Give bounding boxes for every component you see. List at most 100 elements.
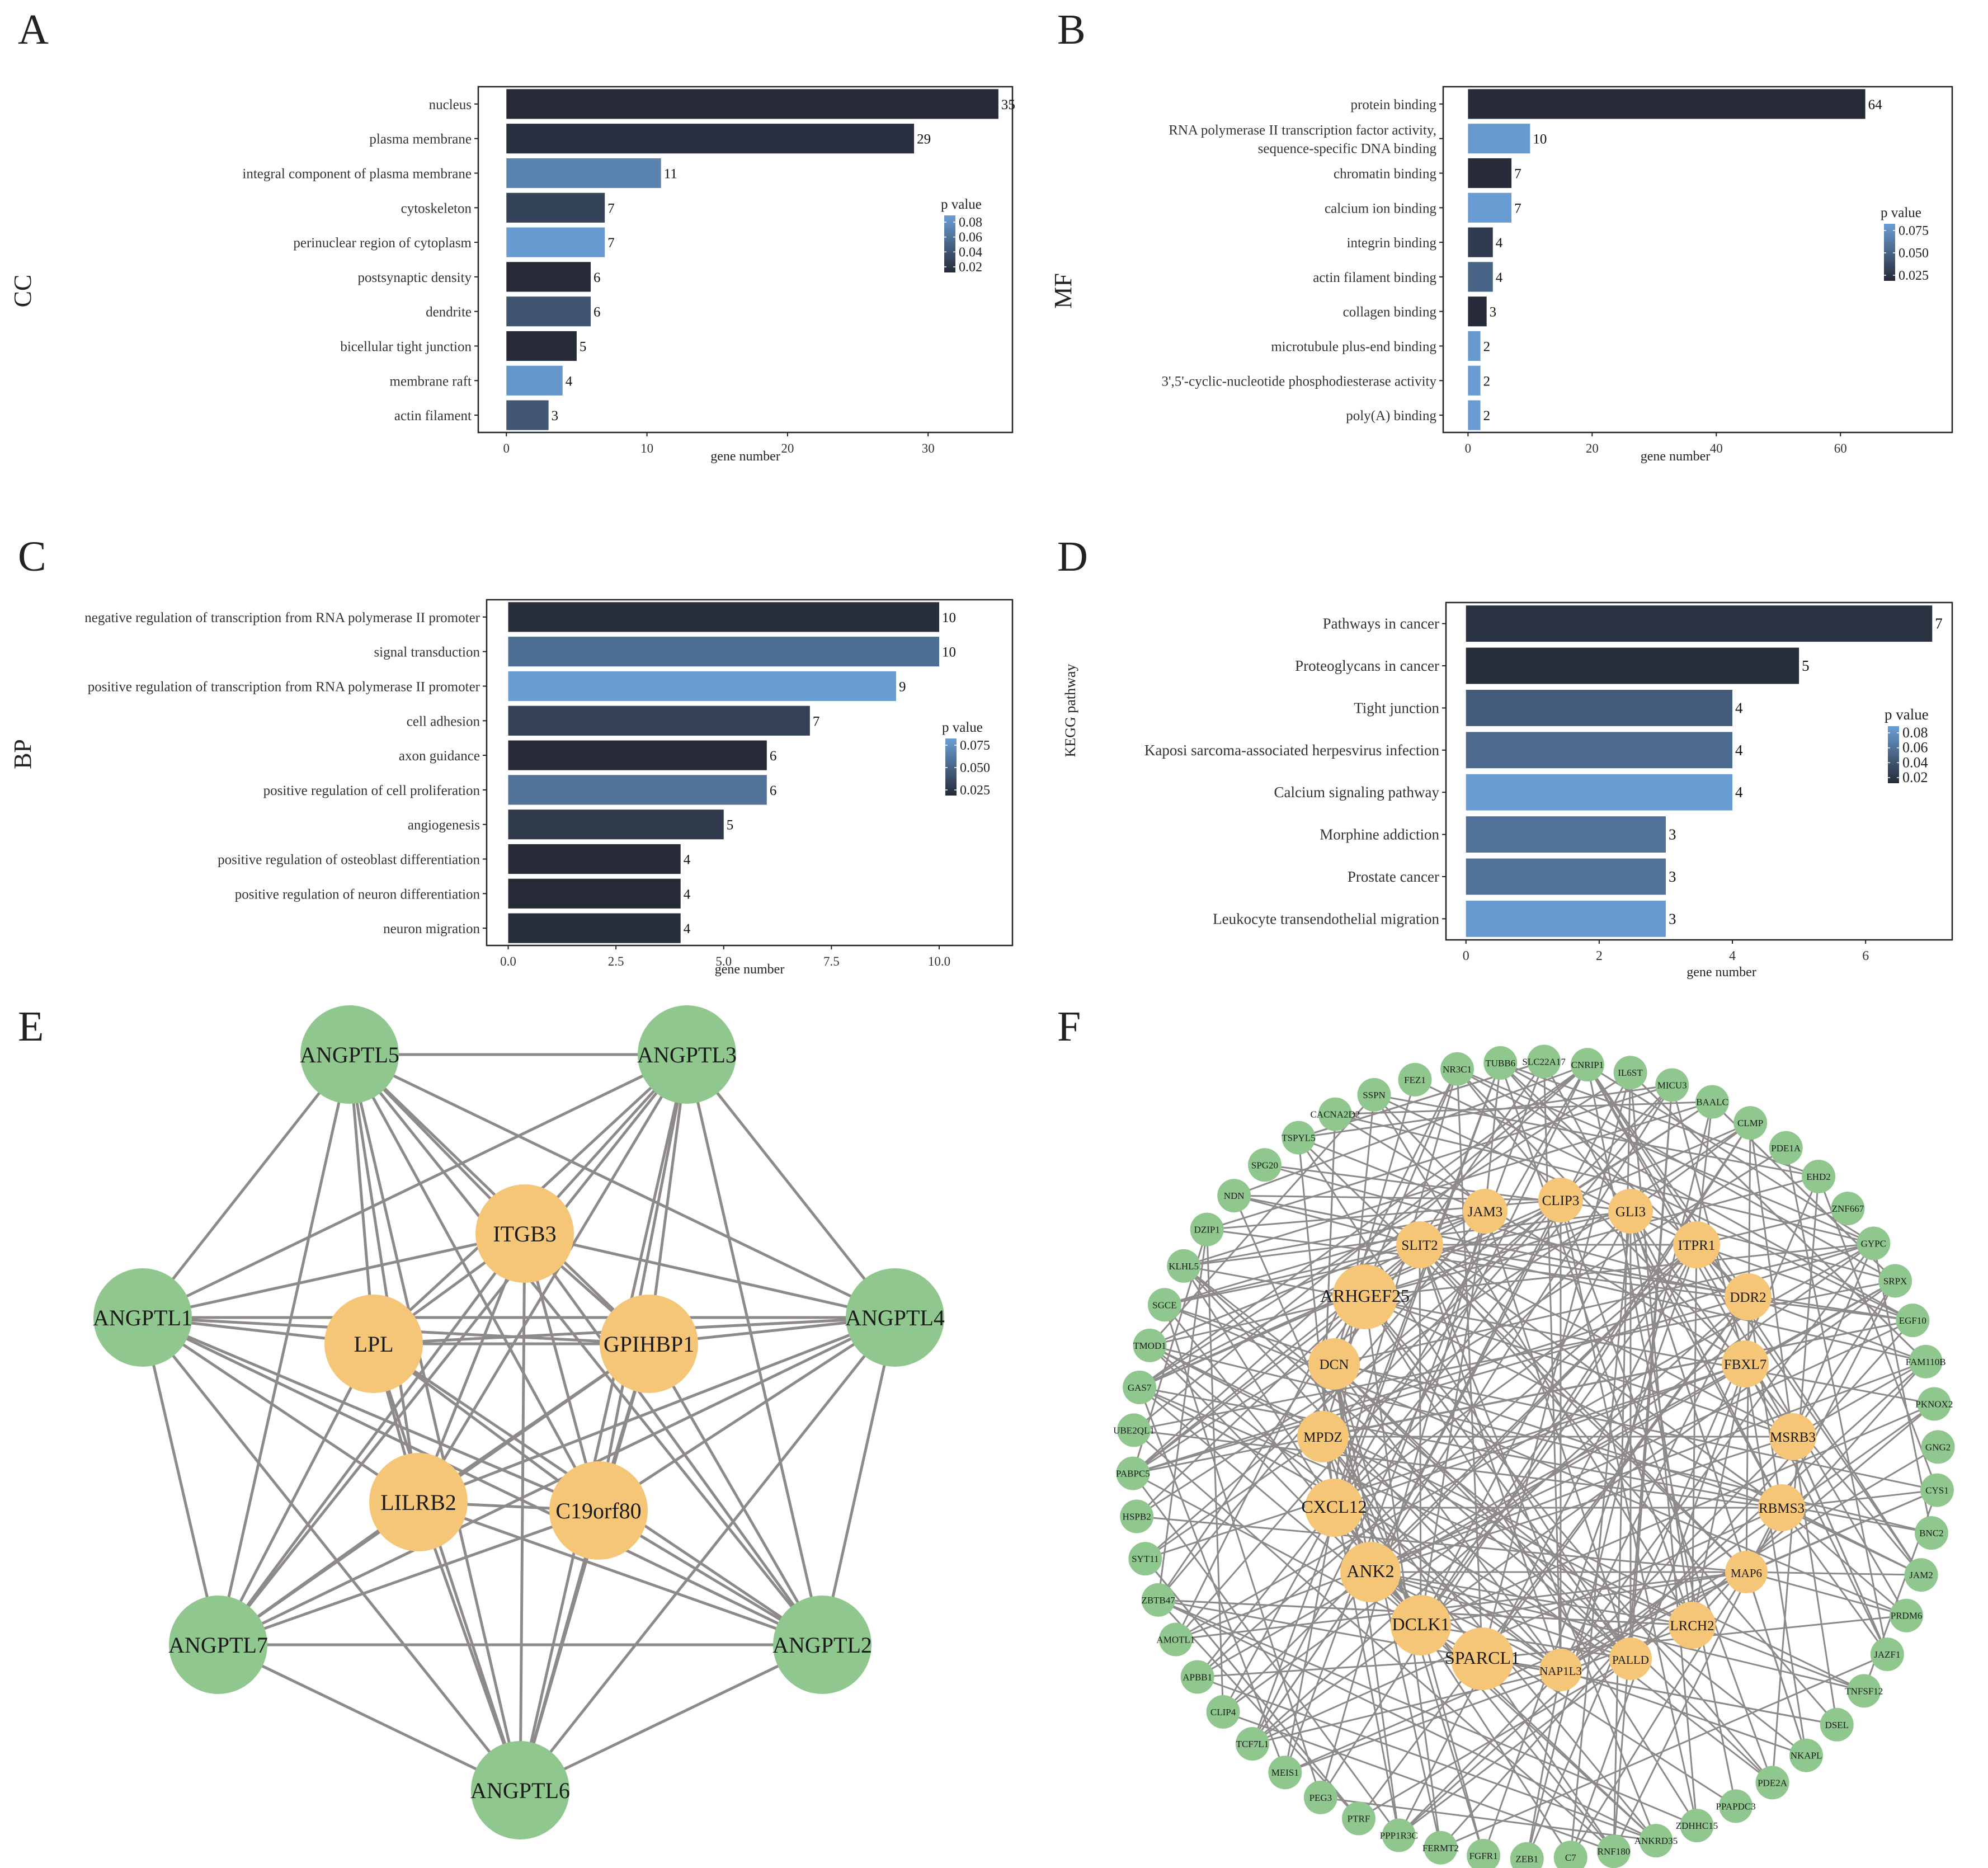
bar (508, 913, 681, 943)
network-edge (1560, 1243, 1874, 1671)
network-edge (1196, 1084, 1673, 1678)
panel-label-d: D (1057, 533, 1088, 580)
node-label: LPL (354, 1331, 393, 1357)
category-label: 3',5'-cyclic-nucleotide phosphodiesteras… (1162, 374, 1437, 389)
network-edge (1440, 1653, 1888, 1849)
network-edge (1132, 1472, 1400, 1836)
x-tick-label: 0 (1463, 949, 1469, 963)
network-edge (1484, 1062, 1501, 1212)
panel-label-a: A (18, 6, 49, 53)
network-edge (1629, 1211, 1807, 1756)
bar-value-label: 64 (1868, 97, 1883, 112)
node-label: APBB1 (1183, 1672, 1212, 1682)
node-label: SSPN (1363, 1090, 1386, 1100)
network-edge (216, 1054, 351, 1645)
network-edge (1298, 1084, 1673, 1139)
bar-value-label: 7 (1514, 201, 1521, 216)
network-edge (1222, 1507, 1335, 1712)
node-label: SYT11 (1132, 1554, 1159, 1564)
x-axis-label: gene number (1686, 965, 1756, 980)
bar (1468, 262, 1493, 292)
network-edge (216, 1232, 526, 1646)
network-node-green (1878, 1264, 1912, 1298)
x-tick-label: 7.5 (823, 954, 840, 968)
category-label: membrane raft (390, 374, 472, 389)
panel-label-f: F (1057, 1003, 1081, 1050)
node-label: EGF10 (1899, 1315, 1926, 1326)
legend-title: p value (941, 197, 982, 212)
bar-value-label: 4 (1735, 742, 1743, 759)
network-node-green (1180, 1660, 1214, 1694)
node-label: FGFR1 (1469, 1851, 1498, 1861)
category-label: neuron migration (383, 921, 480, 937)
bar-value-label: 4 (1735, 784, 1743, 801)
network-node-orange (1332, 1264, 1397, 1329)
network-edge (1481, 1296, 1749, 1659)
chart-c: 10 negative regulation of transcription f… (9, 599, 1014, 977)
network-edge (647, 1343, 824, 1646)
network-edge (1322, 1436, 1483, 1659)
network-node-orange (475, 1184, 574, 1283)
network-edge (1175, 1361, 1926, 1640)
node-label: NAP1L3 (1539, 1664, 1582, 1678)
network-edge (1781, 1489, 1938, 1509)
bar (1468, 89, 1865, 119)
node-label: GPIHBP1 (604, 1331, 694, 1357)
network-edge (218, 1509, 599, 1646)
node-label: ANK2 (1346, 1561, 1394, 1581)
network-node-orange (1722, 1340, 1769, 1387)
y-axis-label: BP (9, 739, 36, 769)
node-label: CLIP3 (1542, 1193, 1580, 1208)
category-label: dendrite (426, 305, 472, 320)
network-node-green (169, 1596, 267, 1694)
node-label: C7 (1565, 1852, 1576, 1863)
category-label: poly(A) binding (1346, 408, 1436, 424)
network-edge (1749, 1122, 1794, 1437)
network-edge (821, 1317, 897, 1645)
network-edge (523, 1232, 824, 1646)
network-edge (1252, 1669, 1561, 1745)
x-tick-label: 0 (503, 441, 510, 455)
bar (508, 810, 724, 840)
network-node-green (1467, 1838, 1501, 1868)
network-edge (1696, 1207, 1848, 1246)
network-node-green (1680, 1809, 1714, 1843)
network-edge (1420, 1122, 1751, 1626)
node-label: LRCH2 (1670, 1618, 1714, 1634)
network-edge (1164, 1210, 1631, 1306)
network-edge (1183, 1265, 1631, 1660)
network-edge (1132, 1101, 1713, 1474)
bar-value-label: 4 (1735, 699, 1743, 716)
network-edge (519, 1643, 823, 1792)
chart-d: 7 Pathways in cancer 5 Proteoglycans in can… (1062, 601, 1953, 980)
network-node-green (1909, 1344, 1943, 1378)
node-label: ANGPTL3 (637, 1042, 737, 1067)
network-edge (1629, 1072, 1926, 1362)
network-edge (1370, 1571, 1631, 1660)
network-edge (141, 1317, 220, 1645)
network-edge (1284, 1489, 1938, 1773)
network-edge (1373, 1094, 1486, 1212)
network-node-green (1917, 1387, 1951, 1421)
network-edge (1333, 1363, 1773, 1784)
bar (506, 331, 577, 361)
bar-value-label: 7 (607, 201, 615, 216)
network-edge (1333, 1363, 1632, 1660)
y-axis-label: CC (9, 275, 36, 308)
node-label: GYPC (1861, 1239, 1886, 1249)
x-tick-label: 2 (1596, 949, 1603, 963)
node-label: ZBTB47 (1141, 1595, 1175, 1606)
network-edge (348, 1053, 600, 1512)
network-edge (1369, 1244, 1698, 1573)
node-label: SGCE (1152, 1300, 1176, 1310)
bar-value-label: 2 (1483, 408, 1491, 424)
network-edge (1419, 1244, 1422, 1626)
network-node-green (1167, 1249, 1201, 1283)
network-edge (1233, 1064, 1588, 1197)
legend-label: 0.025 (1899, 269, 1929, 283)
network-node-green (1831, 1192, 1865, 1226)
x-tick-label: 10.0 (928, 954, 950, 968)
network-edge (142, 1053, 351, 1319)
